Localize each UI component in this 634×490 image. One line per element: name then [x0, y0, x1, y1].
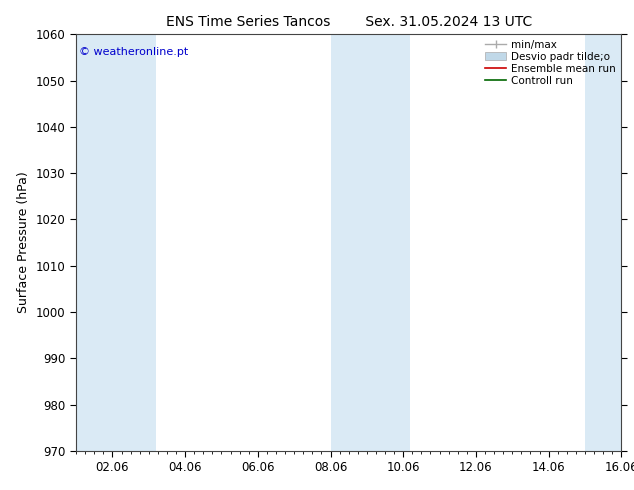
Legend: min/max, Desvio padr tilde;o, Ensemble mean run, Controll run: min/max, Desvio padr tilde;o, Ensemble m… [485, 40, 616, 86]
Bar [330, 34, 385, 451]
Bar [585, 34, 621, 451]
Bar [385, 34, 410, 451]
Bar [76, 34, 131, 451]
Title: ENS Time Series Tancos        Sex. 31.05.2024 13 UTC: ENS Time Series Tancos Sex. 31.05.2024 1… [165, 15, 532, 29]
Bar [131, 34, 156, 451]
Text: © weatheronline.pt: © weatheronline.pt [79, 47, 188, 57]
Y-axis label: Surface Pressure (hPa): Surface Pressure (hPa) [17, 172, 30, 314]
